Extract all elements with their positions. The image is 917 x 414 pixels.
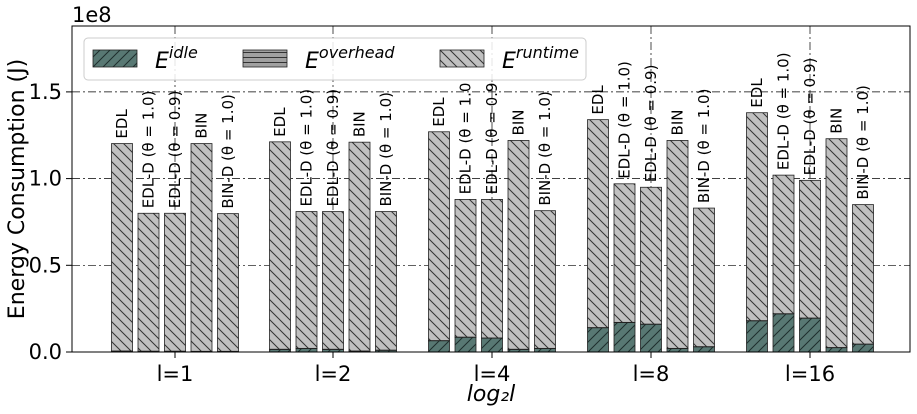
y-tick-label: 1.0 [29,167,62,191]
bar-label: EDL-D (θ = 1.0) [140,91,158,209]
bar-segment-runtime [295,211,318,349]
plot-frame [71,25,911,353]
bar-segment-runtime [322,211,344,350]
bar-segment-idle [746,320,768,353]
bar-segment-runtime [428,131,450,341]
legend-swatch [92,49,138,68]
y-tick-label: 0.0 [29,340,62,364]
bar-segment-runtime [693,207,715,348]
bar-segment-runtime [348,141,371,352]
x-tick-label: l=16 [785,362,835,386]
bar-segment-runtime [454,199,477,338]
x-tick-label: l=1 [157,362,194,386]
bar-segment-runtime [217,213,239,352]
bar-segment-runtime [799,179,821,319]
x-tick-label: l=2 [315,362,352,386]
bar-segment-idle [772,313,795,353]
bar-label: EDL [589,85,607,115]
bar-labels: EDL EDL-D (θ = 1.0) EDL-D (θ = 0.9) BIN BIN-… [113,52,872,208]
bar-segment-runtime [507,140,530,350]
bar-label: EDL-D (θ = 0.9) [801,58,819,176]
bar-segment-runtime [481,199,503,339]
bar-label: EDL-D (θ = 1.0) [298,89,316,207]
bar-segment-idle [587,327,609,353]
bar-segment-idle [454,336,477,353]
bar-segment-idle [825,347,848,353]
bar-label: BIN [828,108,846,134]
y-axis: 0.0 0.5 1.0 1.5 [29,80,72,364]
bar-segment-runtime [852,204,874,345]
bar-segment-idle [852,343,874,353]
bar-label: EDL-D (θ = 0.9) [324,89,342,207]
bar-label: EDL [748,78,766,108]
bar-segment-idle [693,346,715,353]
bar-segment-runtime [746,112,768,322]
legend-swatch [242,49,288,68]
bar-label: EDL-D (θ = 0.9) [166,91,184,209]
x-tick-label: l=8 [633,362,670,386]
bar-label: EDL [430,97,448,127]
bar-label: EDL-D (θ = 1.0) [775,52,793,170]
bar-label: BIN [193,113,211,139]
legend-entry: Eidle [155,43,198,74]
legend-entry: Eoverhead [305,43,395,74]
bar-segment-runtime [190,143,213,352]
bar-segment-runtime [164,212,186,352]
y-tick-label: 0.5 [29,253,62,277]
bar-segment-idle [534,348,556,353]
bar-segment-idle [295,348,318,353]
bar-label: BIN [351,111,369,137]
bar-segment-idle [666,348,689,353]
x-axis-label: log₂l [467,382,515,407]
bar-segment-runtime [534,210,556,349]
bar-segment-runtime [666,140,689,349]
bar-label: BIN [510,110,528,136]
bar-segment-idle [613,322,636,353]
bar-label: BIN-D (θ = 1.0) [377,92,395,207]
bar-segment-runtime [269,141,291,350]
legend-swatch [439,49,485,68]
bar-label: EDL-D (θ = 0.9) [642,65,660,183]
bar-label: BIN-D (θ = 1.0) [695,89,713,204]
bar-label: EDL-D (θ = 0.9 [483,83,501,195]
bar-segment-idle [640,323,662,353]
bar-label: BIN-D (θ = 1.0) [854,85,872,200]
bar-segment-runtime [613,183,636,323]
bar-label: EDL [113,109,131,139]
legend: Eidle Eoverhead Eruntime [83,37,587,81]
bar-label: EDL-D (θ = 1.0 [457,83,475,195]
bar-label: BIN-D (θ = 1.0) [536,91,554,206]
bar-segment-runtime [587,119,609,328]
bar-segment-runtime [137,212,160,352]
bar-segment-idle [481,337,503,353]
bar-label: BIN-D (θ = 1.0) [219,94,237,209]
y-axis-label: Energy Consumption (J) [5,59,30,319]
offset-text: 1e8 [72,3,112,27]
bar-segment-runtime [825,138,848,348]
bar-label: EDL [271,107,289,137]
legend-entry: Eruntime [502,43,579,74]
y-tick-label: 1.5 [29,80,62,104]
legend-frame [83,37,587,81]
x-axis: l=1 l=2 l=4 l=8 l=16 [157,352,835,386]
bar-segment-runtime [375,211,397,351]
bars [111,112,874,353]
bar-segment-idle [799,317,821,353]
bar-segment-runtime [640,186,662,325]
bar-segment-runtime [111,143,133,352]
bar-label: EDL-D (θ = 1.0) [616,61,634,179]
bar-segment-idle [428,340,450,353]
bar-segment-runtime [772,174,795,315]
x-tick-label: l=4 [474,362,511,386]
bar-label: BIN [669,110,687,136]
